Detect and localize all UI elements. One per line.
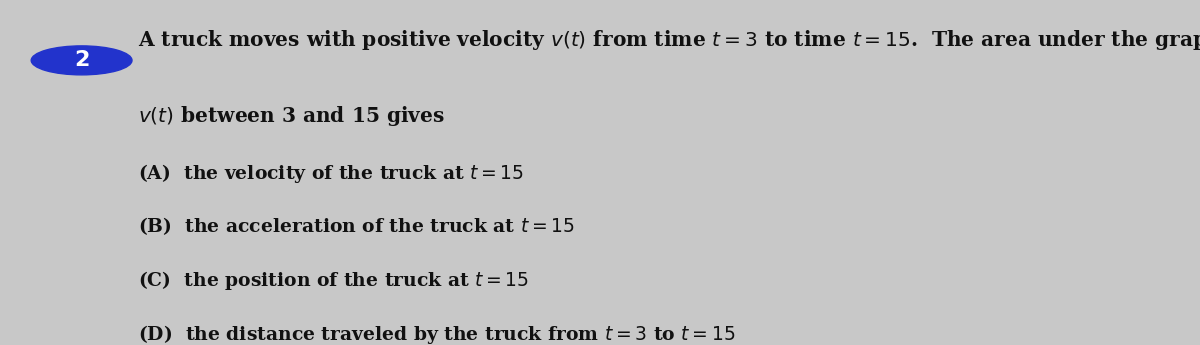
- Text: (A)  the velocity of the truck at $t = 15$: (A) the velocity of the truck at $t = 15…: [138, 162, 524, 185]
- Text: (C)  the position of the truck at $t = 15$: (C) the position of the truck at $t = 15…: [138, 269, 529, 292]
- Text: $v(t)$ between 3 and 15 gives: $v(t)$ between 3 and 15 gives: [138, 104, 445, 128]
- Circle shape: [31, 46, 132, 75]
- Text: (D)  the distance traveled by the truck from $t = 3$ to $t = 15$: (D) the distance traveled by the truck f…: [138, 323, 736, 345]
- Text: (B)  the acceleration of the truck at $t = 15$: (B) the acceleration of the truck at $t …: [138, 216, 575, 237]
- Text: 2: 2: [74, 50, 89, 70]
- Text: A truck moves with positive velocity $v(t)$ from time $t = 3$ to time $t = 15$. : A truck moves with positive velocity $v(…: [138, 28, 1200, 52]
